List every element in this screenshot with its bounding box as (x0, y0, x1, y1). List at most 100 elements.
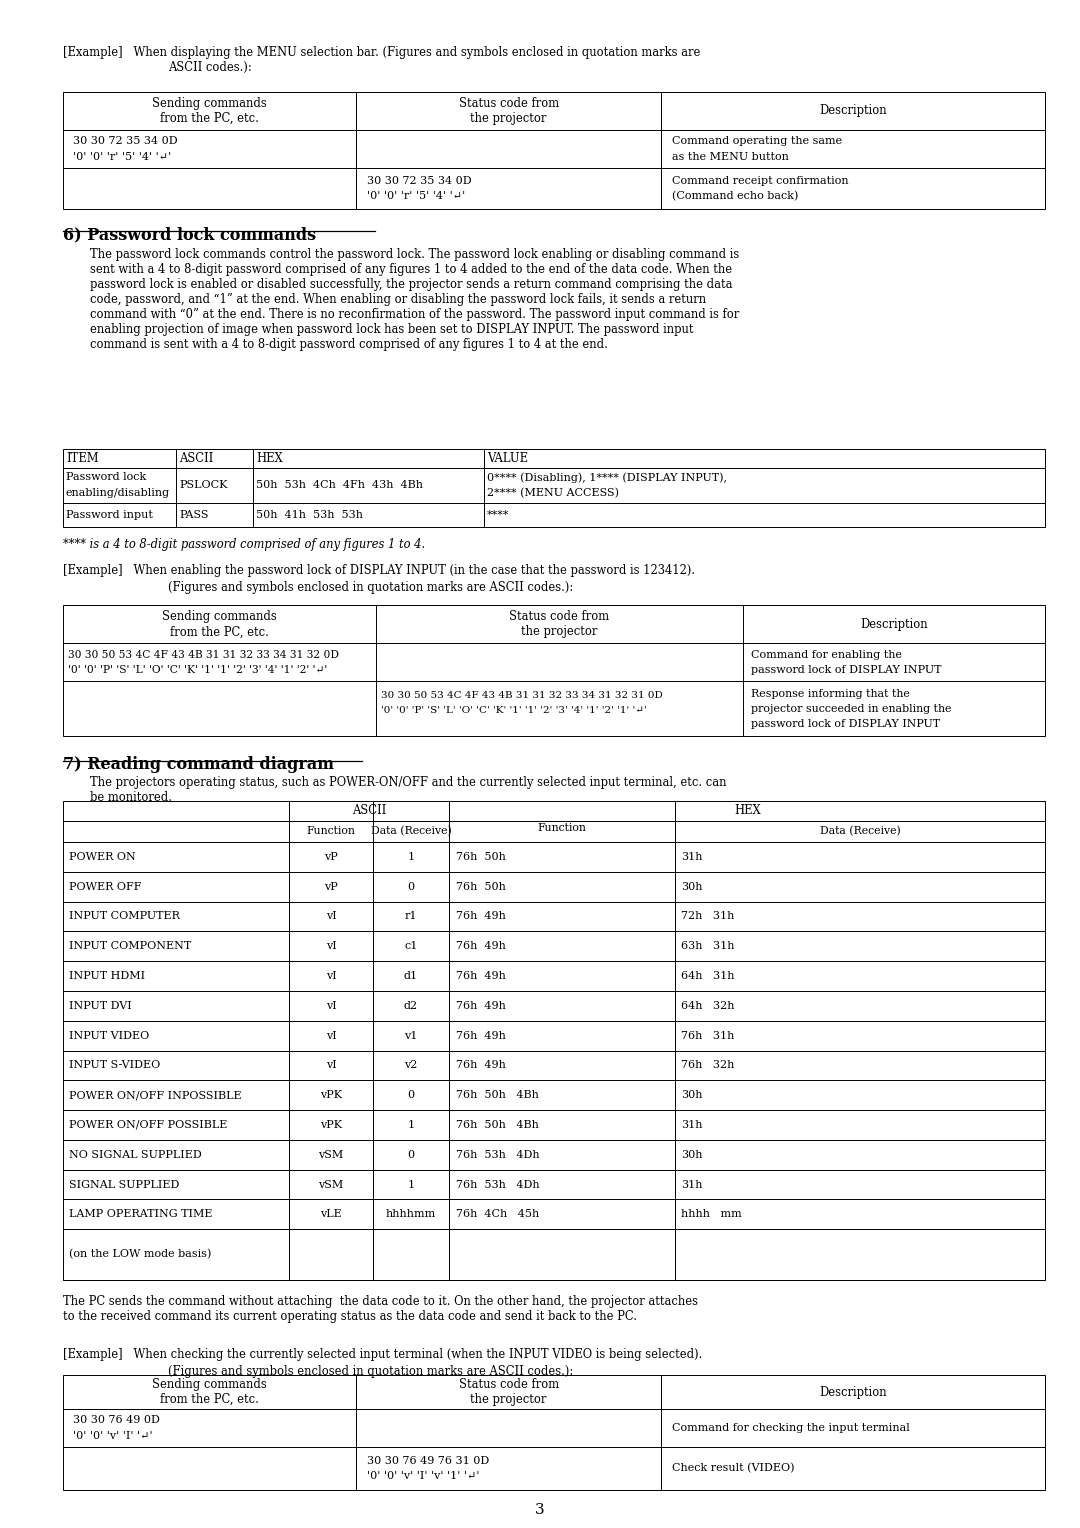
Text: 1: 1 (407, 1120, 415, 1131)
Text: vI: vI (326, 911, 336, 921)
Text: 76h  49h: 76h 49h (456, 1060, 505, 1071)
Text: 30 30 50 53 4C 4F 43 4B 31 31 32 33 34 31 32 0D: 30 30 50 53 4C 4F 43 4B 31 31 32 33 34 3… (68, 649, 339, 660)
Text: 76h   31h: 76h 31h (681, 1030, 734, 1041)
Text: vSM: vSM (319, 1149, 343, 1160)
Text: POWER ON: POWER ON (69, 851, 136, 862)
Text: 76h  49h: 76h 49h (456, 1030, 505, 1041)
Text: 31h: 31h (681, 1180, 703, 1190)
Text: from the PC, etc.: from the PC, etc. (160, 1394, 259, 1406)
Text: Data (Receive): Data (Receive) (820, 827, 901, 836)
Text: Check result (VIDEO): Check result (VIDEO) (672, 1464, 794, 1473)
Text: Status code from: Status code from (510, 610, 609, 623)
Text: vPK: vPK (320, 1089, 342, 1100)
Text: 1: 1 (407, 1180, 415, 1190)
Bar (63, 449, 1045, 527)
Text: 76h  49h: 76h 49h (456, 970, 505, 981)
Text: vI: vI (326, 941, 336, 952)
Text: POWER OFF: POWER OFF (69, 882, 141, 892)
Text: VALUE: VALUE (487, 452, 528, 465)
Text: 50h  53h  4Ch  4Fh  43h  4Bh: 50h 53h 4Ch 4Fh 43h 4Bh (256, 480, 423, 490)
Text: INPUT S-VIDEO: INPUT S-VIDEO (69, 1060, 160, 1071)
Bar (63, 605, 1045, 736)
Text: '0' '0' 'r' '5' '4' '↵': '0' '0' 'r' '5' '4' '↵' (73, 151, 172, 162)
Text: vI: vI (326, 1030, 336, 1041)
Text: 30 30 72 35 34 0D: 30 30 72 35 34 0D (73, 136, 178, 147)
Text: 64h   32h: 64h 32h (681, 1001, 735, 1012)
Text: 30 30 76 49 0D: 30 30 76 49 0D (73, 1415, 160, 1426)
Text: hhhh   mm: hhhh mm (681, 1209, 742, 1219)
Text: 76h  53h   4Dh: 76h 53h 4Dh (456, 1180, 539, 1190)
Text: 76h  4Ch   45h: 76h 4Ch 45h (456, 1209, 539, 1219)
Text: 1: 1 (407, 851, 415, 862)
Text: vLE: vLE (320, 1209, 342, 1219)
Text: v2: v2 (404, 1060, 418, 1071)
Text: POWER ON/OFF INPOSSIBLE: POWER ON/OFF INPOSSIBLE (69, 1089, 242, 1100)
Text: 76h  49h: 76h 49h (456, 1001, 505, 1012)
Text: r1: r1 (405, 911, 417, 921)
Text: 76h  53h   4Dh: 76h 53h 4Dh (456, 1149, 539, 1160)
Text: '0' '0' 'P' 'S' 'L' 'O' 'C' 'K' '1' '1' '2' '3' '4' '1' '2' '1' '↵': '0' '0' 'P' 'S' 'L' 'O' 'C' 'K' '1' '1' … (381, 706, 647, 715)
Text: 31h: 31h (681, 1120, 703, 1131)
Text: vP: vP (324, 882, 338, 892)
Text: 63h   31h: 63h 31h (681, 941, 735, 952)
Text: 6) Password lock commands: 6) Password lock commands (63, 226, 315, 243)
Text: enabling/disabling: enabling/disabling (66, 487, 170, 498)
Text: ASCII: ASCII (352, 804, 387, 817)
Text: 50h  41h  53h  53h: 50h 41h 53h 53h (256, 510, 363, 520)
Text: [Example]   When checking the currently selected input terminal (when the INPUT : [Example] When checking the currently se… (63, 1349, 702, 1361)
Text: Status code from: Status code from (459, 96, 558, 110)
Bar (63, 92, 1045, 209)
Text: 30 30 50 53 4C 4F 43 4B 31 31 32 33 34 31 32 31 0D: 30 30 50 53 4C 4F 43 4B 31 31 32 33 34 3… (381, 691, 663, 700)
Text: 72h   31h: 72h 31h (681, 911, 734, 921)
Text: 0**** (Disabling), 1**** (DISPLAY INPUT),: 0**** (Disabling), 1**** (DISPLAY INPUT)… (487, 472, 727, 483)
Text: INPUT DVI: INPUT DVI (69, 1001, 132, 1012)
Text: Password input: Password input (66, 510, 152, 520)
Text: [Example]   When displaying the MENU selection bar. (Figures and symbols enclose: [Example] When displaying the MENU selec… (63, 46, 700, 60)
Text: password lock of DISPLAY INPUT: password lock of DISPLAY INPUT (751, 720, 940, 729)
Text: 64h   31h: 64h 31h (681, 970, 735, 981)
Text: INPUT VIDEO: INPUT VIDEO (69, 1030, 149, 1041)
Text: ITEM: ITEM (66, 452, 98, 465)
Text: c1: c1 (404, 941, 418, 952)
Text: password lock of DISPLAY INPUT: password lock of DISPLAY INPUT (751, 665, 941, 675)
Text: the projector: the projector (471, 1394, 546, 1406)
Text: (Figures and symbols enclosed in quotation marks are ASCII codes.):: (Figures and symbols enclosed in quotati… (168, 1366, 573, 1378)
Text: PASS: PASS (179, 510, 208, 520)
Bar (63, 801, 1045, 1280)
Text: vI: vI (326, 970, 336, 981)
Text: the projector: the projector (522, 625, 597, 639)
Text: INPUT COMPUTER: INPUT COMPUTER (69, 911, 180, 921)
Bar (63, 1375, 1045, 1490)
Text: '0' '0' 'v' 'I' 'v' '1' '↵': '0' '0' 'v' 'I' 'v' '1' '↵' (367, 1471, 480, 1481)
Text: 30h: 30h (681, 1149, 703, 1160)
Text: The projectors operating status, such as POWER-ON/OFF and the currently selected: The projectors operating status, such as… (90, 776, 726, 804)
Text: POWER ON/OFF POSSIBLE: POWER ON/OFF POSSIBLE (69, 1120, 228, 1131)
Text: Sending commands: Sending commands (152, 1378, 267, 1390)
Text: (on the LOW mode basis): (on the LOW mode basis) (69, 1250, 212, 1259)
Text: PSLOCK: PSLOCK (179, 480, 228, 490)
Text: vSM: vSM (319, 1180, 343, 1190)
Text: vP: vP (324, 851, 338, 862)
Text: Command for enabling the: Command for enabling the (751, 649, 902, 660)
Text: 7) Reading command diagram: 7) Reading command diagram (63, 756, 334, 773)
Text: Description: Description (820, 1386, 887, 1398)
Text: The password lock commands control the password lock. The password lock enabling: The password lock commands control the p… (90, 248, 739, 350)
Text: HEX: HEX (256, 452, 283, 465)
Text: 0: 0 (407, 1089, 415, 1100)
Text: 30h: 30h (681, 882, 703, 892)
Text: 76h  50h   4Bh: 76h 50h 4Bh (456, 1120, 539, 1131)
Text: SIGNAL SUPPLIED: SIGNAL SUPPLIED (69, 1180, 179, 1190)
Text: Description: Description (820, 104, 887, 118)
Text: Response informing that the: Response informing that the (751, 689, 909, 698)
Text: Function: Function (307, 827, 355, 836)
Text: LAMP OPERATING TIME: LAMP OPERATING TIME (69, 1209, 213, 1219)
Text: 30 30 72 35 34 0D: 30 30 72 35 34 0D (367, 176, 472, 186)
Text: '0' '0' 'v' 'I' '↵': '0' '0' 'v' 'I' '↵' (73, 1430, 153, 1441)
Text: ****: **** (487, 510, 510, 520)
Text: Sending commands: Sending commands (162, 610, 276, 623)
Text: (Figures and symbols enclosed in quotation marks are ASCII codes.):: (Figures and symbols enclosed in quotati… (168, 581, 573, 594)
Text: NO SIGNAL SUPPLIED: NO SIGNAL SUPPLIED (69, 1149, 202, 1160)
Text: v1: v1 (404, 1030, 418, 1041)
Text: [Example]   When enabling the password lock of DISPLAY INPUT (in the case that t: [Example] When enabling the password loc… (63, 564, 694, 578)
Text: 2**** (MENU ACCESS): 2**** (MENU ACCESS) (487, 487, 619, 498)
